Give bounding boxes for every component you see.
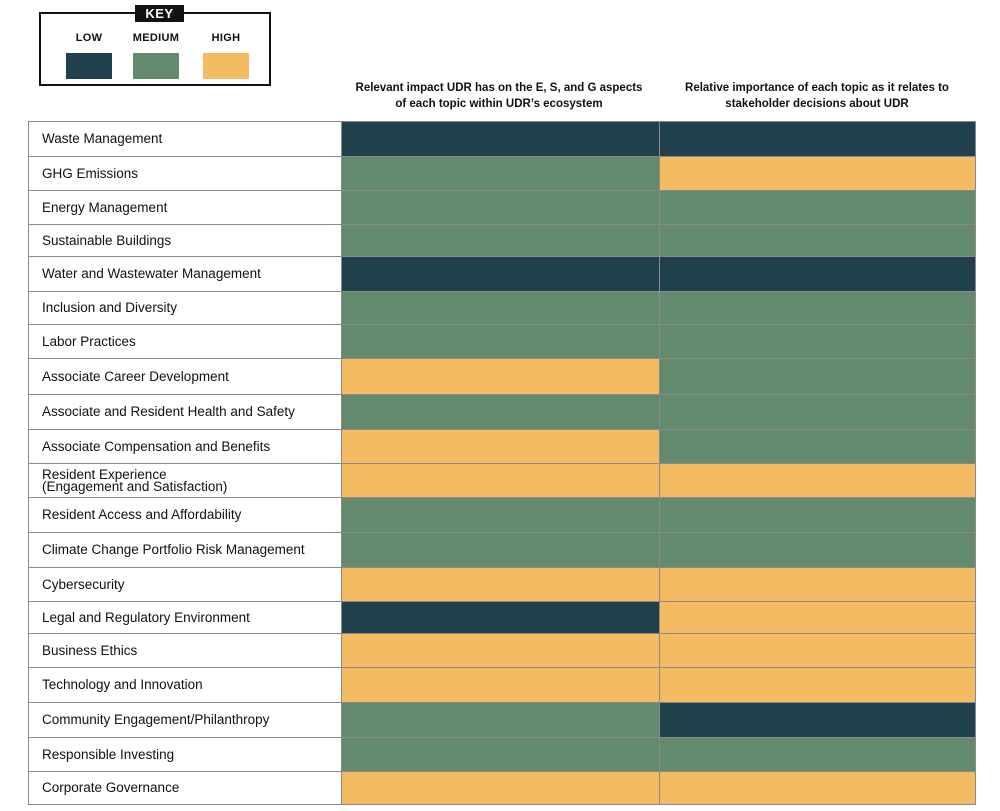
importance-cell-medium [659, 291, 976, 324]
impact-cell-medium [341, 324, 659, 358]
row-label: Community Engagement/Philanthropy [28, 702, 341, 737]
impact-cell-low [341, 121, 659, 156]
row-label: Associate and Resident Health and Safety [28, 394, 341, 429]
impact-cell-medium [341, 291, 659, 324]
impact-cell-medium [341, 737, 659, 771]
impact-cell-medium [341, 190, 659, 224]
row-label: Associate Career Development [28, 358, 341, 394]
key-swatch-high [203, 53, 249, 79]
impact-cell-medium [341, 702, 659, 737]
key-swatch-low [66, 53, 112, 79]
impact-cell-medium [341, 156, 659, 190]
impact-cell-high [341, 633, 659, 667]
importance-cell-medium [659, 190, 976, 224]
row-label: Cybersecurity [28, 567, 341, 601]
key-item-medium: MEDIUM [126, 32, 186, 79]
key-label-medium: MEDIUM [132, 32, 180, 44]
importance-cell-medium [659, 394, 976, 429]
row-label: Legal and Regulatory Environment [28, 601, 341, 633]
key-swatch-medium [133, 53, 179, 79]
impact-cell-low [341, 601, 659, 633]
row-label: Responsible Investing [28, 737, 341, 771]
importance-cell-low [659, 702, 976, 737]
importance-cell-high [659, 667, 976, 702]
impact-cell-high [341, 667, 659, 702]
row-label: Resident Access and Affordability [28, 497, 341, 532]
importance-cell-high [659, 601, 976, 633]
importance-cell-medium [659, 358, 976, 394]
row-label: Water and Wastewater Management [28, 256, 341, 291]
importance-cell-high [659, 156, 976, 190]
impact-cell-medium [341, 224, 659, 256]
key-legend: KEY LOW MEDIUM HIGH [39, 5, 271, 86]
impact-cell-high [341, 463, 659, 497]
importance-cell-medium [659, 497, 976, 532]
key-label-high: HIGH [211, 32, 241, 44]
row-label: Climate Change Portfolio Risk Management [28, 532, 341, 567]
importance-cell-medium [659, 324, 976, 358]
impact-cell-medium [341, 394, 659, 429]
impact-cell-high [341, 771, 659, 805]
row-label: GHG Emissions [28, 156, 341, 190]
importance-cell-low [659, 256, 976, 291]
column-header-importance: Relative importance of each topic as it … [685, 82, 949, 110]
impact-cell-medium [341, 532, 659, 567]
impact-cell-high [341, 358, 659, 394]
importance-cell-medium [659, 737, 976, 771]
importance-cell-high [659, 771, 976, 805]
key-title: KEY [135, 5, 184, 22]
row-label: Waste Management [28, 121, 341, 156]
impact-cell-medium [341, 497, 659, 532]
importance-cell-medium [659, 429, 976, 463]
key-item-high: HIGH [196, 32, 256, 79]
impact-cell-low [341, 256, 659, 291]
row-label: Corporate Governance [28, 771, 341, 805]
row-label: Resident Experience (Engagement and Sati… [28, 463, 341, 497]
row-label: Sustainable Buildings [28, 224, 341, 256]
row-label: Energy Management [28, 190, 341, 224]
row-label: Labor Practices [28, 324, 341, 358]
row-label: Business Ethics [28, 633, 341, 667]
row-label: Technology and Innovation [28, 667, 341, 702]
importance-cell-medium [659, 532, 976, 567]
importance-cell-medium [659, 224, 976, 256]
column-header-impact: Relevant impact UDR has on the E, S, and… [355, 82, 643, 110]
key-item-low: LOW [59, 32, 119, 79]
row-label: Associate Compensation and Benefits [28, 429, 341, 463]
importance-cell-low [659, 121, 976, 156]
impact-cell-high [341, 567, 659, 601]
importance-cell-high [659, 633, 976, 667]
importance-cell-high [659, 567, 976, 601]
importance-cell-high [659, 463, 976, 497]
impact-cell-high [341, 429, 659, 463]
row-label: Inclusion and Diversity [28, 291, 341, 324]
key-label-low: LOW [75, 32, 103, 44]
